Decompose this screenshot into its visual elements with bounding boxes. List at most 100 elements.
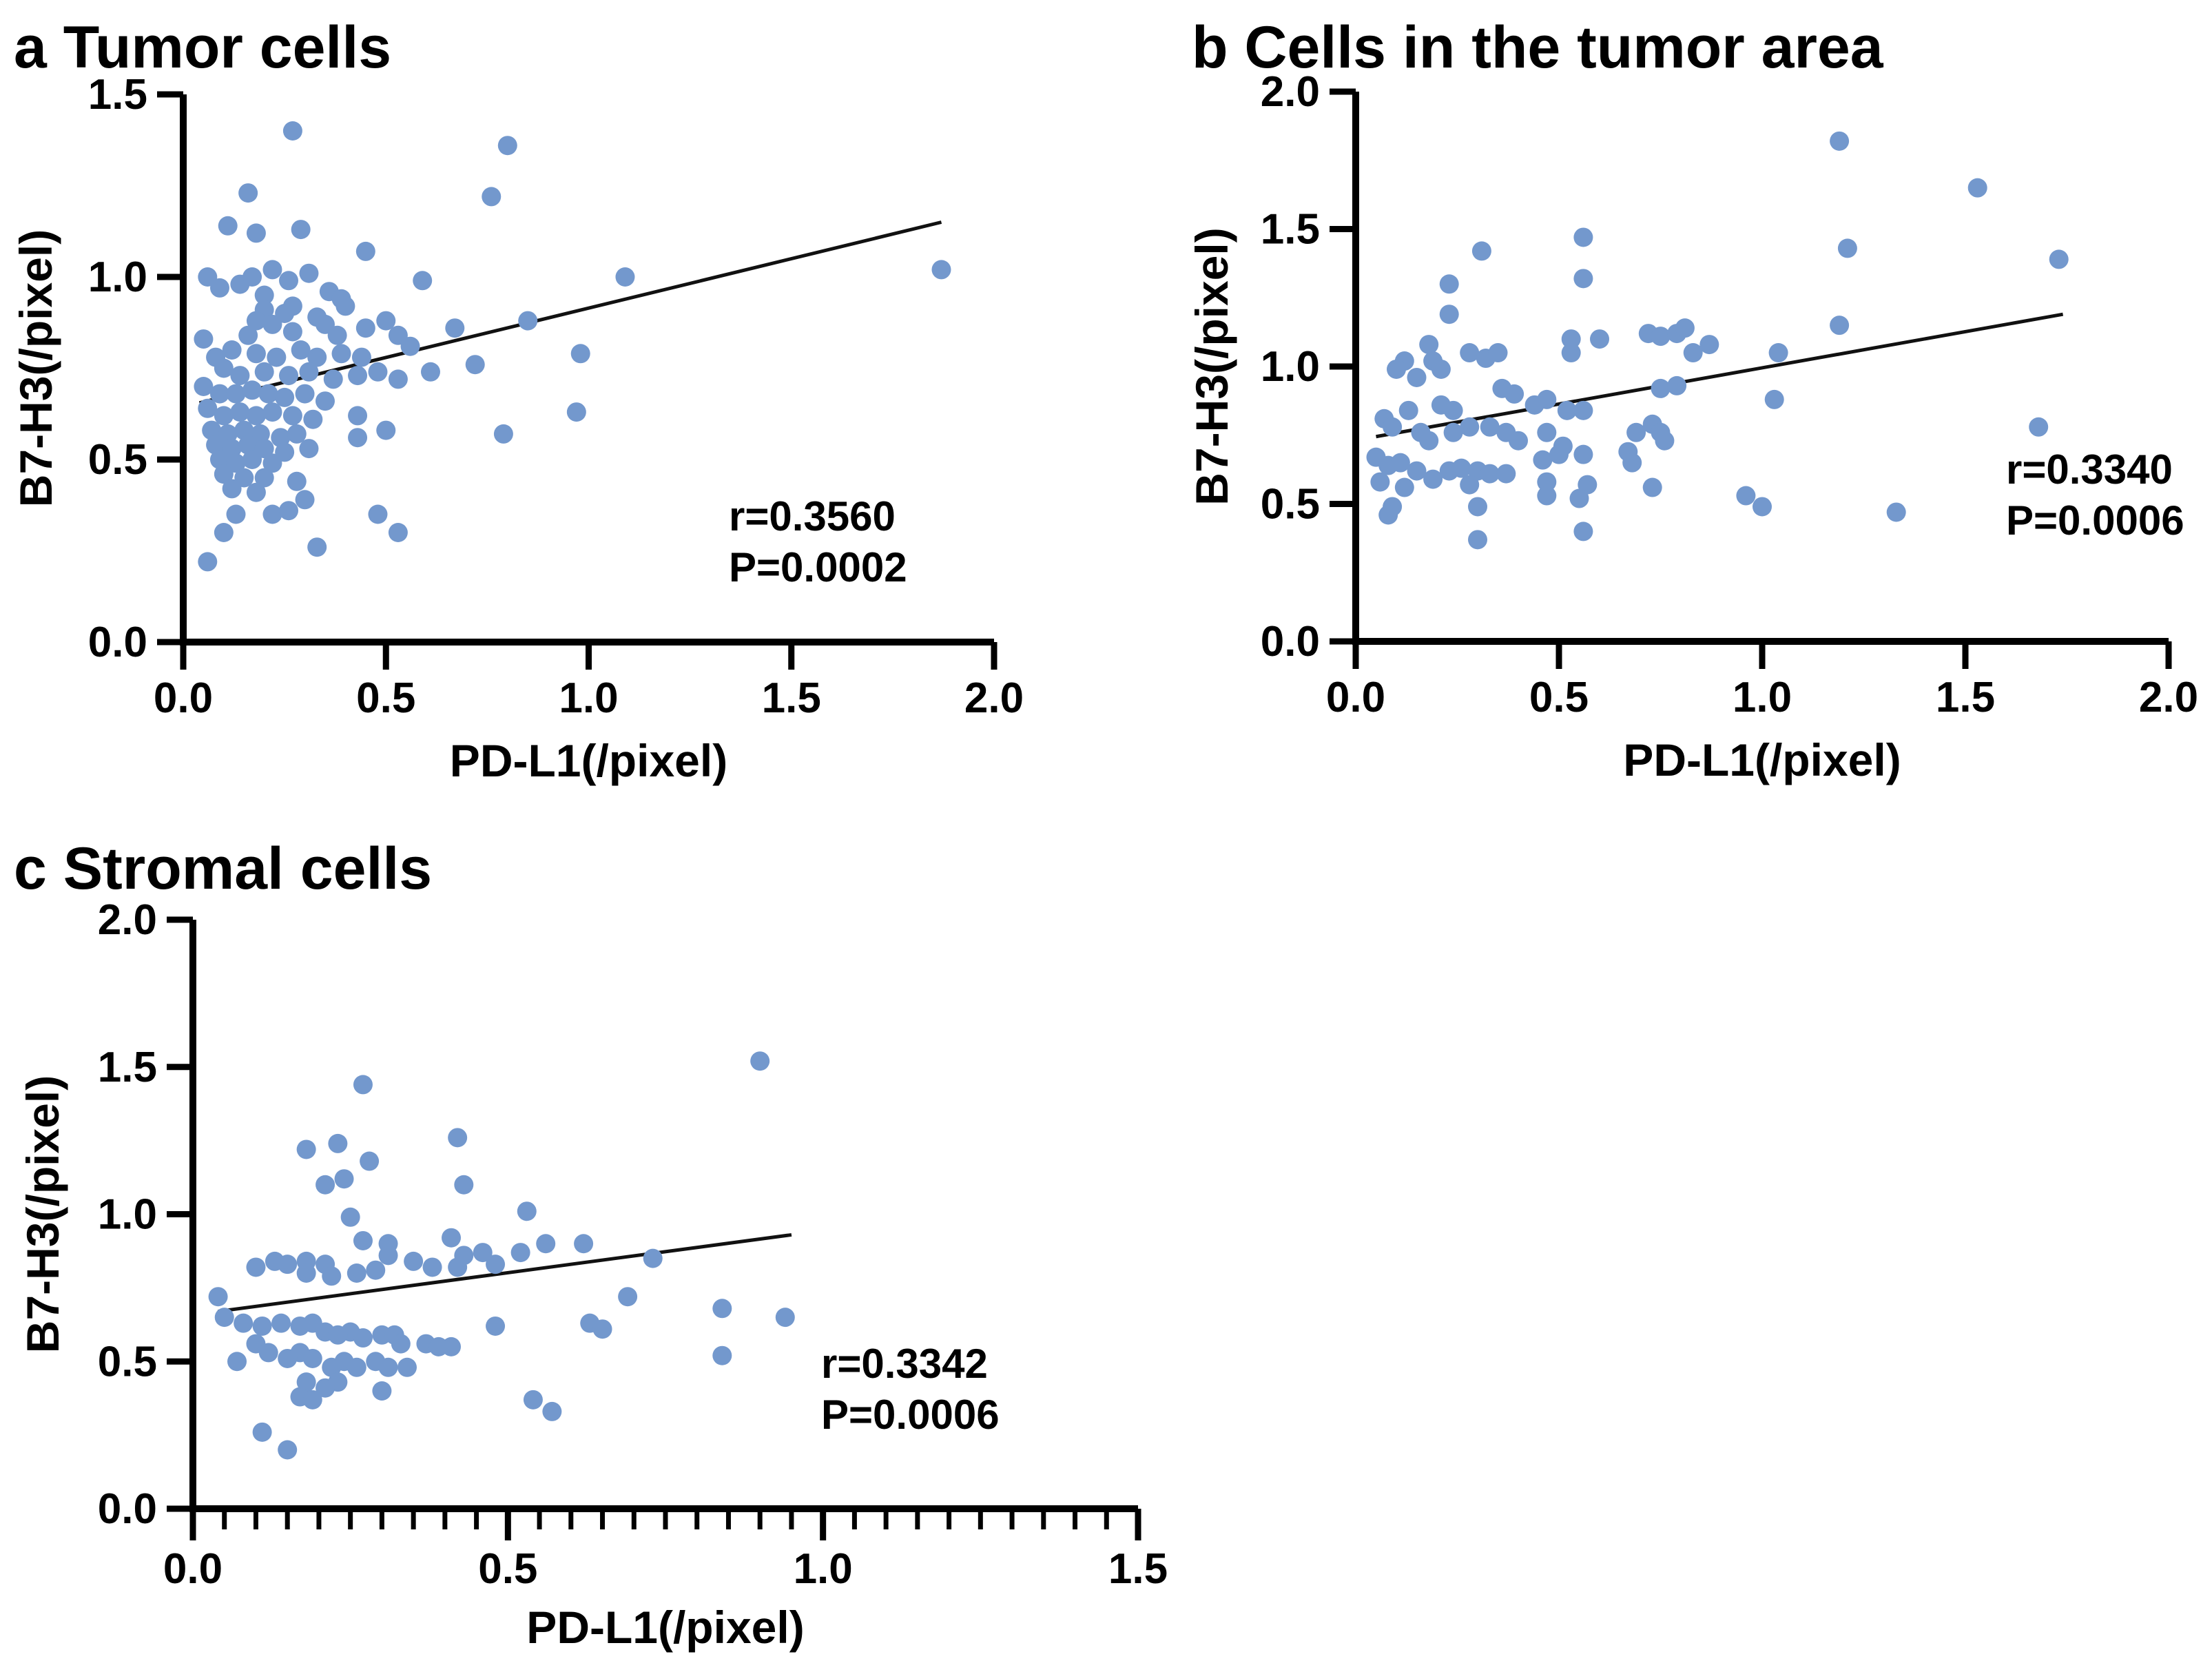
- data-point: [775, 1308, 795, 1328]
- data-point: [218, 216, 238, 236]
- data-point: [1651, 378, 1671, 398]
- data-point: [1383, 417, 1403, 437]
- data-point: [242, 267, 262, 287]
- y-tick-label: 1.5: [1261, 206, 1320, 254]
- data-point: [353, 1328, 373, 1348]
- data-point: [486, 1316, 506, 1336]
- data-point: [282, 121, 302, 141]
- stats-p-value: P=0.0006: [821, 1392, 1000, 1438]
- data-point: [445, 318, 465, 338]
- data-point: [493, 424, 513, 444]
- data-point: [291, 220, 311, 240]
- data-point: [242, 450, 262, 469]
- panel-a: 0.0 0.5 1.0 1.5 0.0 0.5 1.0 1.5 2.0 PD-L1(/pixel)…: [10, 14, 1024, 786]
- data-point: [442, 1336, 462, 1356]
- data-point: [355, 318, 375, 338]
- data-point: [1830, 131, 1850, 151]
- data-point: [275, 304, 295, 323]
- data-point: [391, 1334, 411, 1354]
- data-point: [1753, 497, 1772, 517]
- data-point: [351, 347, 371, 367]
- data-point: [1573, 400, 1593, 420]
- data-point: [214, 464, 234, 484]
- data-point: [279, 501, 299, 521]
- data-point: [1675, 318, 1695, 338]
- y-tick-label: 2.0: [1261, 68, 1320, 116]
- data-point: [230, 402, 250, 422]
- data-point: [246, 344, 266, 364]
- data-point: [1967, 178, 1987, 198]
- data-point: [1573, 227, 1593, 247]
- data-point: [1549, 444, 1569, 464]
- data-point: [355, 241, 375, 261]
- data-point: [1394, 477, 1414, 497]
- data-point: [482, 187, 502, 207]
- data-point: [262, 453, 282, 473]
- data-point: [1496, 464, 1516, 484]
- x-tick-label: 0.5: [356, 674, 415, 722]
- data-point: [1573, 269, 1593, 289]
- y-tick-label: 1.0: [88, 254, 147, 301]
- data-point: [366, 1260, 386, 1280]
- y-tick-label: 0.0: [88, 619, 147, 666]
- y-tick-label: 0.0: [98, 1485, 157, 1533]
- data-point: [486, 1255, 506, 1274]
- data-point: [335, 296, 355, 316]
- data-point: [214, 406, 234, 426]
- data-point: [1561, 343, 1581, 363]
- data-point: [360, 1151, 380, 1171]
- data-point: [258, 1343, 278, 1363]
- data-point: [2049, 249, 2069, 269]
- data-point: [1443, 400, 1463, 420]
- y-tick-label: 1.5: [98, 1044, 157, 1091]
- data-point: [348, 366, 368, 386]
- data-point: [750, 1051, 770, 1071]
- data-point: [422, 1257, 442, 1277]
- data-point: [302, 1348, 322, 1368]
- data-point: [1468, 530, 1487, 550]
- data-point: [209, 278, 229, 298]
- data-point: [299, 263, 319, 283]
- data-point: [1569, 488, 1589, 508]
- data-point: [246, 406, 266, 426]
- data-point: [518, 311, 538, 331]
- data-point: [295, 490, 315, 510]
- y-tick-label: 2.0: [98, 896, 157, 944]
- y-tick-label: 1.0: [98, 1191, 157, 1239]
- x-tick-label: 1.5: [1936, 674, 1995, 721]
- data-point: [194, 377, 214, 396]
- stats-r-value: r=0.3560: [729, 493, 896, 539]
- data-point: [279, 271, 299, 291]
- y-axis-label: B7-H3(/pixel): [17, 1075, 68, 1353]
- data-point: [1642, 477, 1662, 497]
- data-point: [347, 1357, 366, 1377]
- data-point: [340, 1207, 360, 1227]
- data-point: [222, 479, 242, 499]
- data-point: [1573, 444, 1593, 464]
- data-point: [376, 420, 396, 440]
- data-point: [252, 1422, 272, 1442]
- data-point: [1622, 453, 1642, 473]
- trend-line: [198, 220, 942, 405]
- data-point: [1837, 238, 1857, 258]
- panel-a-title: a Tumor cells: [14, 14, 391, 81]
- data-point: [322, 1266, 342, 1286]
- y-tick-label: 1.0: [1261, 343, 1320, 391]
- data-point: [465, 355, 485, 375]
- data-point: [291, 340, 311, 360]
- data-point: [353, 1230, 373, 1250]
- data-point: [209, 384, 229, 404]
- data-point: [299, 439, 319, 459]
- data-point: [328, 1133, 348, 1153]
- panel-c-title: c Stromal cells: [14, 836, 432, 902]
- data-point: [448, 1257, 468, 1277]
- data-point: [278, 1440, 298, 1460]
- x-tick-label: 0.0: [1326, 674, 1385, 721]
- data-point: [1699, 335, 1719, 355]
- data-point: [1537, 486, 1557, 506]
- data-point: [931, 260, 951, 280]
- data-point: [1460, 417, 1480, 437]
- data-point: [238, 435, 258, 455]
- data-point: [1387, 359, 1406, 379]
